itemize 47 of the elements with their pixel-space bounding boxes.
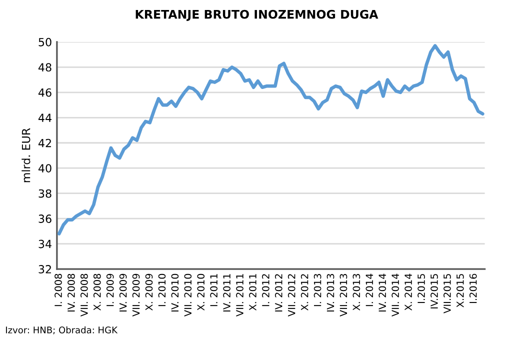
x-tick-label: VII. 2009 (132, 274, 140, 316)
x-tick-label: X. 2009 (145, 274, 153, 311)
x-tick-label: IV. 2012 (274, 274, 282, 312)
x-tick-label: VII.2015 (444, 274, 451, 314)
x-tick-label: I. 2008 (54, 274, 62, 306)
text: Izvor: HNB; Obrada: HGK (6, 326, 118, 334)
y-tick-label: 50 (38, 38, 52, 46)
x-tick-label: I.2016 (469, 274, 477, 303)
x-tick-label: I. 2012 (262, 274, 270, 306)
x-tick-label: IV. 2008 (68, 274, 75, 312)
y-tick-label: 34 (38, 240, 52, 248)
y-tick-label: 36 (38, 214, 52, 223)
x-tick-label: I. 2010 (158, 274, 166, 306)
chart-title: KRETANJE BRUTO INOZEMNOG DUGA (136, 10, 378, 21)
x-tick-label: X. 2012 (300, 274, 308, 311)
x-tick-label: IV. 2013 (326, 274, 334, 312)
x-tick-label: I. 2009 (106, 274, 114, 306)
x-tick-label: X. 2010 (197, 274, 205, 311)
y-tick-label: 40 (38, 164, 52, 172)
x-tick-label: VII. 2011 (236, 274, 244, 316)
x-tick-label: IV. 2009 (119, 274, 127, 312)
x-tick-label: I. 2011 (210, 274, 218, 306)
x-tick-label: I.2015 (418, 274, 425, 303)
x-tick-label: VII. 2013 (340, 274, 348, 316)
x-tick-label: VII. 2012 (288, 274, 296, 316)
y-tick-label: 44 (38, 114, 52, 122)
x-tick-label: IV.2015 (430, 274, 438, 308)
x-tick-label: IV. 2014 (378, 274, 386, 312)
y-axis-title: mlrd. EUR (22, 128, 30, 182)
y-tick-label: 46 (38, 88, 52, 97)
x-tick-label: X.2015 (456, 274, 464, 308)
x-tick-label: VII. 2008 (80, 274, 88, 316)
x-tick-label: X. 2008 (93, 274, 101, 311)
x-tick-label: IV. 2010 (171, 274, 179, 312)
x-tick-label: VII. 2014 (392, 274, 400, 316)
y-tick-label: 48 (38, 63, 52, 72)
y-tick-label: 42 (38, 138, 51, 148)
x-tick-label: I. 2014 (366, 274, 374, 306)
x-tick-label: X. 2014 (404, 274, 412, 311)
x-tick-label: IV. 2011 (223, 274, 230, 312)
line-series (57, 44, 484, 236)
y-tick-label: 32 (38, 265, 51, 274)
x-tick-label: VII. 2010 (184, 274, 192, 316)
x-tick-label: X. 2011 (249, 274, 256, 311)
y-tick-label: 38 (38, 189, 52, 198)
x-tick-label: X. 2013 (352, 274, 360, 311)
x-tick-label: I. 2013 (314, 274, 322, 306)
